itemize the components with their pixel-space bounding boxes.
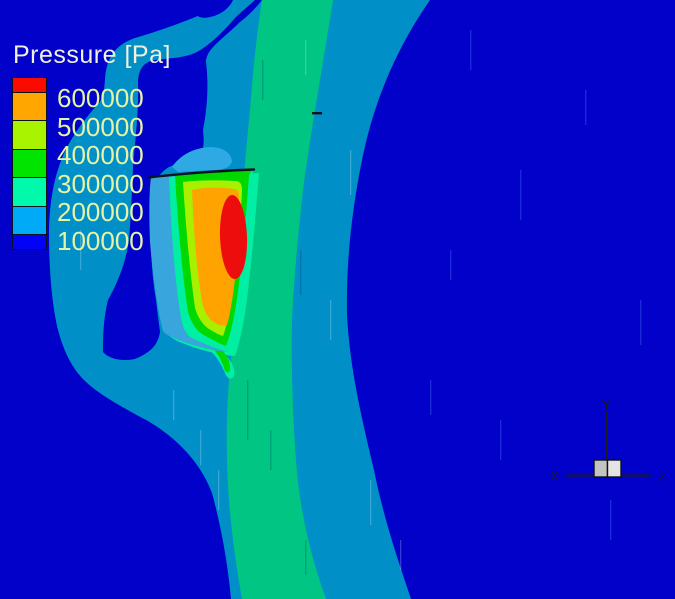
legend-title: Pressure [Pa] bbox=[13, 41, 171, 69]
top-dark-strip bbox=[193, 0, 233, 18]
axis-triad: Y X Z bbox=[550, 397, 666, 485]
legend-swatch-spring bbox=[12, 177, 47, 206]
mesh-streaks bbox=[80, 30, 642, 575]
legend-swatch-sky bbox=[12, 206, 47, 234]
axis-label-y: Y bbox=[602, 397, 611, 412]
origin-cube-right-face bbox=[606, 459, 622, 478]
legend-label-500000: 500000 bbox=[57, 111, 144, 142]
legend-colorbar bbox=[12, 77, 47, 250]
emerald-band-region bbox=[226, 0, 333, 599]
blade-pressure-contours bbox=[147, 168, 259, 379]
legend-swatch-blue bbox=[12, 234, 47, 250]
sky-patch-above-blade bbox=[172, 147, 232, 172]
legend-swatch-orange bbox=[12, 92, 47, 120]
legend-swatch-red bbox=[12, 77, 47, 92]
legend-label-100000: 100000 bbox=[57, 225, 144, 256]
legend-swatch-green bbox=[12, 149, 47, 177]
drip-green bbox=[212, 346, 230, 373]
axis-label-z: Z bbox=[658, 470, 666, 485]
field-marker-dash bbox=[312, 112, 322, 115]
blade-leading-edge-line bbox=[147, 168, 256, 179]
legend-label-600000: 600000 bbox=[57, 83, 144, 113]
origin-cube-left-face bbox=[593, 459, 609, 478]
legend-swatch-chartreuse bbox=[12, 120, 47, 149]
blade-red-peak-contour bbox=[219, 195, 248, 279]
legend-label-400000: 400000 bbox=[57, 140, 144, 170]
legend-label-300000: 300000 bbox=[57, 168, 144, 199]
hub-low-pressure-blob bbox=[103, 0, 262, 361]
axis-label-x: X bbox=[550, 468, 559, 483]
legend-label-200000: 200000 bbox=[57, 197, 144, 227]
large-body-low-pressure-region bbox=[346, 0, 675, 599]
